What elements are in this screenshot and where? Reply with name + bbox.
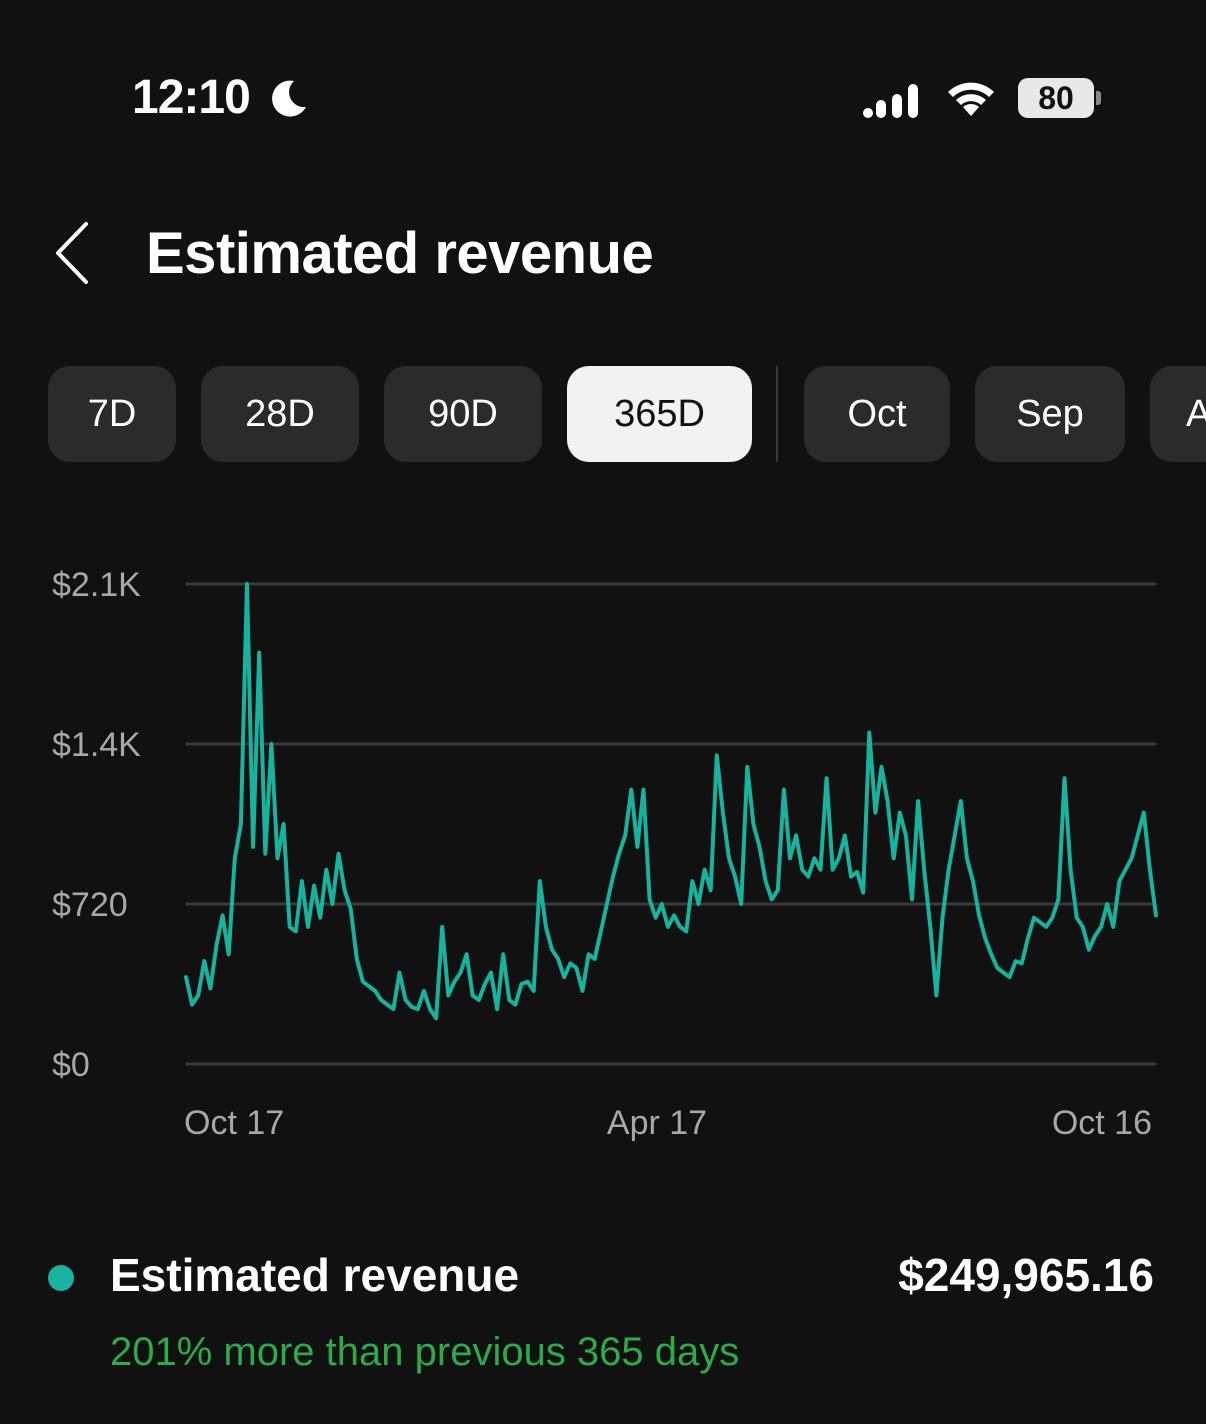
range-chip-sep[interactable]: Sep (975, 366, 1125, 462)
range-chip-365d[interactable]: 365D (567, 366, 752, 462)
chip-divider (776, 366, 778, 462)
wifi-icon (948, 82, 994, 116)
battery-tip (1096, 91, 1101, 105)
range-chip-7d[interactable]: 7D (48, 366, 176, 462)
y-tick-label: $1.4K (52, 726, 141, 764)
signal-icon (863, 84, 918, 118)
revenue-line (184, 582, 1158, 1021)
y-tick-label: $2.1K (52, 566, 141, 604)
x-tick-label: Oct 16 (1052, 1104, 1152, 1142)
back-button[interactable] (48, 218, 98, 288)
range-chip-aug[interactable]: A (1150, 366, 1206, 462)
summary-change: 201% more than previous 365 days (110, 1330, 740, 1374)
range-chip-28d[interactable]: 28D (201, 366, 359, 462)
range-chip-90d[interactable]: 90D (384, 366, 542, 462)
range-selector: 7D 28D 90D 365D Oct Sep A (0, 366, 1206, 462)
range-chip-oct[interactable]: Oct (804, 366, 950, 462)
summary-label: Estimated revenue (110, 1249, 520, 1301)
revenue-chart: $2.1K $1.4K $720 $0 Oct 17 Apr 17 Oct 16 (0, 540, 1206, 1160)
status-bar: 12:10 80 (0, 0, 1206, 160)
legend-dot (48, 1265, 74, 1291)
y-tick-label: $720 (52, 886, 128, 924)
y-tick-label: $0 (52, 1046, 90, 1084)
revenue-chart-svg: $2.1K $1.4K $720 $0 Oct 17 Apr 17 Oct 16 (52, 566, 1158, 1142)
x-tick-label: Apr 17 (607, 1104, 707, 1142)
page-title: Estimated revenue (146, 221, 654, 286)
status-time: 12:10 (132, 71, 251, 124)
battery-level: 80 (1038, 80, 1074, 116)
battery-icon: 80 (1018, 78, 1094, 118)
moon-icon (272, 80, 306, 117)
summary-total: $249,965.16 (898, 1249, 1154, 1301)
x-tick-label: Oct 17 (184, 1104, 284, 1142)
